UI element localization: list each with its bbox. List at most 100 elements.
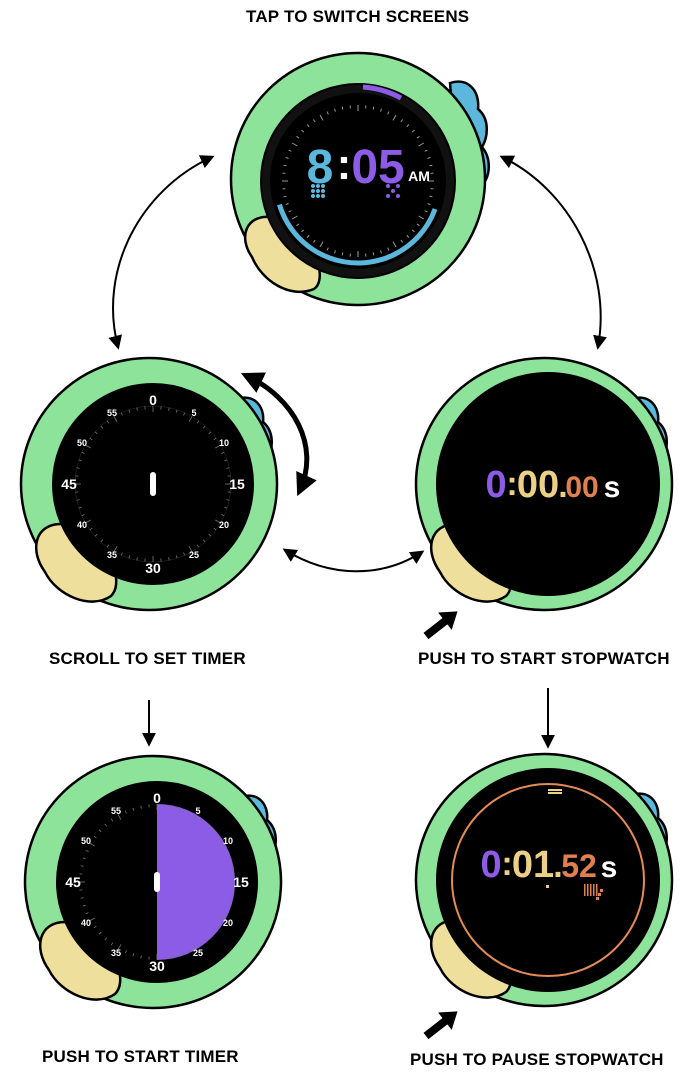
timer-tick	[208, 431, 212, 435]
timer-tick	[179, 953, 182, 957]
timer-tick	[117, 814, 122, 820]
stopwatch-sub-markers	[546, 884, 603, 900]
clock-tick	[424, 210, 428, 213]
clock-hour-dots	[311, 184, 325, 198]
stopwatch-face[interactable]	[436, 768, 660, 992]
timer-mark-35: 35	[111, 948, 121, 958]
clock-tick	[341, 252, 344, 256]
timer-tick	[117, 944, 122, 950]
timer-tick	[100, 539, 104, 543]
watch-clock[interactable]: 8 : 05 AM	[229, 51, 490, 307]
timer-tick	[217, 925, 221, 929]
timer-progress-sector	[157, 804, 235, 960]
clock-tick	[291, 215, 298, 220]
clock-tick	[326, 111, 329, 115]
timer-tick	[82, 857, 86, 860]
timer-tick	[215, 519, 221, 524]
timer-tick	[228, 857, 232, 860]
clock-tick	[418, 215, 425, 220]
timer-tick	[206, 937, 210, 941]
timer-tick	[106, 544, 110, 548]
arrow-clock-to-stopwatch	[499, 155, 607, 350]
clock-tick	[427, 157, 431, 159]
timer-tick	[98, 931, 102, 935]
clock-tick	[312, 239, 316, 243]
timer-tick	[89, 527, 93, 531]
timer-tick	[85, 912, 89, 915]
timer-tick	[168, 407, 170, 411]
timer-tick	[219, 842, 225, 847]
watch-stopwatch-idle[interactable]: 0 : 00 . 00 s	[414, 356, 674, 612]
timer-mark-5: 5	[191, 408, 196, 418]
timer-tick	[113, 416, 118, 422]
timer-tick	[202, 425, 206, 429]
clock-tick	[372, 252, 375, 256]
timer-mark-25: 25	[193, 948, 203, 958]
clock-face[interactable]	[270, 93, 446, 269]
timer-tick	[81, 451, 85, 454]
clock-tick	[285, 157, 289, 159]
timer-tick	[225, 849, 229, 852]
stopwatch-minutes: 0	[485, 464, 506, 506]
stopwatch-face[interactable]	[436, 372, 660, 596]
timer-tick	[104, 823, 108, 827]
clock-tick	[285, 203, 289, 205]
timer-tick	[175, 409, 178, 413]
caption-push-to-start-timer: PUSH TO START TIMER	[42, 1047, 239, 1066]
timer-ticks	[75, 406, 231, 562]
timer-mark-15: 15	[233, 874, 249, 890]
timer-mark-55: 55	[111, 806, 121, 816]
caption-tap-to-switch: TAP TO SWITCH SCREENS	[246, 7, 470, 26]
clock-tick	[288, 149, 292, 152]
watch-stopwatch-running[interactable]: 0 : 01 . 52 s	[414, 752, 674, 1008]
timer-tick	[226, 499, 230, 501]
clock-tick	[326, 247, 329, 251]
caption-push-to-pause-stopwatch: PUSH TO PAUSE STOPWATCH	[410, 1050, 664, 1069]
timer-tick	[113, 546, 118, 552]
watch-timer-setup[interactable]: 0 5 10 15 20 25 30 35 40 45 50 55	[19, 356, 279, 612]
timer-mark-50: 50	[81, 836, 91, 846]
timer-tick	[132, 953, 135, 957]
clock-tick	[372, 106, 375, 110]
clock-tick	[400, 119, 404, 123]
watch-timer-running[interactable]: 0 5 10 15 20 25 30 35 40 45 50 55	[23, 754, 283, 1010]
timer-tick	[200, 942, 204, 946]
timer-tick	[85, 519, 91, 524]
timer-tick	[168, 557, 170, 561]
timer-tick	[196, 544, 200, 548]
clock-tick	[306, 124, 310, 128]
clock-tick	[424, 149, 428, 152]
timer-tick	[124, 810, 127, 814]
timer-tick	[128, 555, 131, 559]
clock-tick	[291, 142, 298, 147]
timer-tick	[221, 451, 225, 454]
clock-ampm: AM	[408, 168, 430, 184]
stopwatch-centiseconds: 00	[565, 471, 598, 504]
stopwatch-dot: .	[558, 467, 567, 505]
timer-tick	[136, 557, 138, 561]
timer-mark-30: 30	[149, 958, 165, 974]
clock-tick	[380, 108, 382, 112]
timer-tick	[110, 942, 114, 946]
push-arrow-start-stopwatch	[423, 611, 458, 640]
stopwatch-progress-ring	[451, 783, 645, 977]
timer-tick	[212, 829, 216, 833]
timer-marks: 0 5 10 15 20 25 30 35 40 45 50 55	[65, 790, 249, 974]
stopwatch-colon: :	[501, 845, 512, 883]
timer-tick	[202, 539, 206, 543]
timer-mark-30: 30	[145, 560, 161, 576]
timer-tick	[187, 950, 190, 954]
timer-tick	[228, 904, 232, 907]
timer-tick	[110, 818, 114, 822]
timer-tick	[172, 955, 174, 959]
timer-tick	[89, 842, 95, 847]
clock-minute-dots	[386, 184, 400, 198]
timer-tick	[94, 431, 98, 435]
clock-tick	[387, 247, 390, 251]
timer-tick	[224, 459, 228, 462]
clock-tick	[301, 229, 305, 233]
clock-tick	[411, 129, 415, 133]
stopwatch-seconds: 00	[517, 464, 559, 506]
timer-tick	[175, 555, 178, 559]
timer-tick	[124, 950, 127, 954]
